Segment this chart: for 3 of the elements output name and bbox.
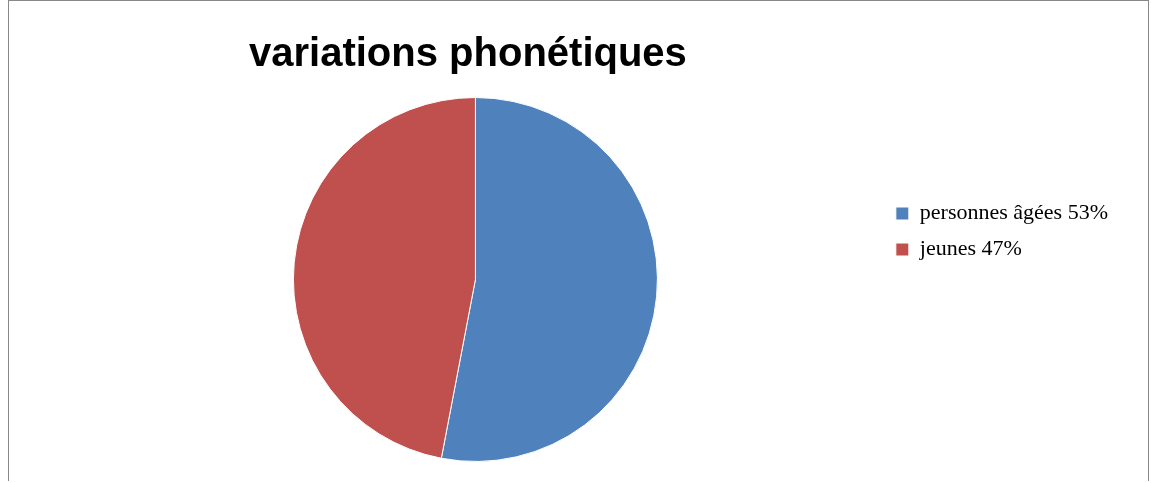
legend-label: personnes âgées 53%	[919, 199, 1109, 225]
legend-label: jeunes 47%	[918, 235, 1022, 261]
chart-title: variations phonétiques	[249, 30, 687, 75]
